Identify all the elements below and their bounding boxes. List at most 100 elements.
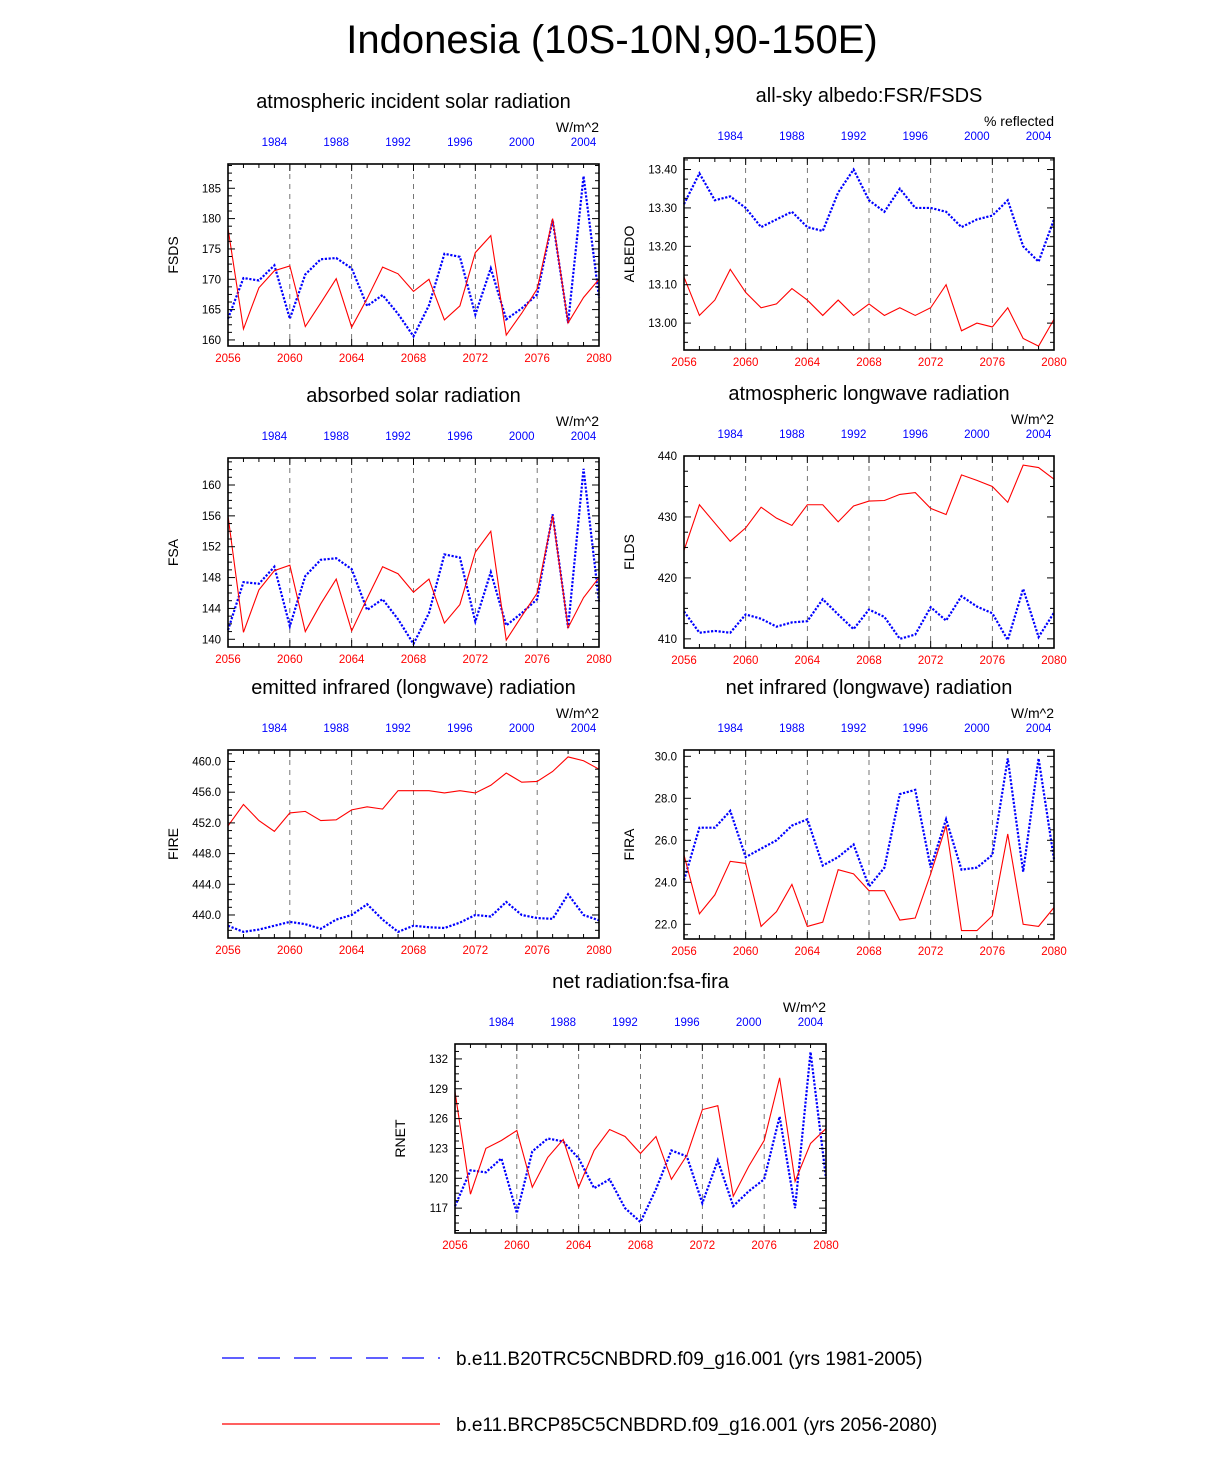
x-tick-label-top: 1992 — [841, 131, 867, 143]
x-tick-label-top: 2004 — [798, 1017, 824, 1029]
y-axis-label: FSA — [165, 538, 181, 566]
x-tick-label-bottom: 2060 — [733, 357, 759, 369]
x-tick-label-top: 1996 — [447, 723, 473, 735]
units-label: W/m^2 — [1011, 411, 1054, 427]
panel-title: all-sky albedo:FSR/FSDS — [756, 85, 983, 107]
series-case1-line — [683, 167, 1056, 264]
x-tick-label-bottom: 2056 — [442, 1240, 468, 1252]
series-case2-line — [227, 218, 600, 337]
x-tick-label-top: 1988 — [779, 429, 805, 441]
units-label: W/m^2 — [556, 119, 599, 135]
x-tick-label-bottom: 2068 — [401, 945, 427, 957]
x-tick-label-bottom: 2076 — [751, 1240, 777, 1252]
x-tick-label-bottom: 2076 — [524, 654, 550, 666]
x-tick-label-top: 2000 — [509, 723, 535, 735]
x-tick-label-top: 1996 — [674, 1017, 700, 1029]
y-tick-label: 156 — [202, 511, 221, 523]
x-tick-label-bottom: 2068 — [628, 1240, 654, 1252]
x-tick-label-bottom: 2076 — [980, 946, 1006, 958]
x-tick-label-bottom: 2060 — [733, 655, 759, 667]
panel-flds: 2056 2060 2064 2068 2072 2076 2080 1984 1988 1992… — [621, 383, 1067, 667]
x-tick-label-bottom: 2064 — [339, 353, 365, 365]
x-tick-label-bottom: 2072 — [463, 353, 489, 365]
units-label: W/m^2 — [1011, 705, 1054, 721]
y-tick-label: 160 — [202, 335, 221, 347]
x-tick-label-top: 2000 — [509, 431, 535, 443]
x-tick-label-top: 1992 — [841, 723, 867, 735]
y-tick-label: 440 — [658, 451, 677, 463]
x-tick-label-bottom: 2060 — [277, 353, 303, 365]
y-tick-label: 24.0 — [655, 877, 677, 889]
y-tick-label: 444.0 — [192, 879, 221, 891]
y-tick-label: 448.0 — [192, 849, 221, 861]
y-tick-label: 123 — [429, 1143, 448, 1155]
series-case2-line — [454, 1077, 827, 1198]
x-tick-label-bottom: 2064 — [795, 946, 821, 958]
x-tick-label-bottom: 2080 — [586, 654, 612, 666]
chart-panels: 2056 2060 2064 2068 2072 2076 2080 1984 1988 1992… — [165, 85, 1067, 1252]
x-tick-label-bottom: 2060 — [733, 946, 759, 958]
series-case2-line — [683, 825, 1055, 932]
x-tick-label-bottom: 2076 — [980, 357, 1006, 369]
x-tick-label-bottom: 2072 — [463, 654, 489, 666]
y-tick-label: 170 — [202, 274, 221, 286]
x-tick-label-bottom: 2072 — [918, 357, 944, 369]
x-tick-label-bottom: 2080 — [1041, 655, 1067, 667]
series-case1-line — [683, 585, 1055, 643]
x-tick-label-bottom: 2072 — [690, 1240, 716, 1252]
y-tick-label: 144 — [202, 603, 222, 615]
x-tick-label-top: 1988 — [779, 131, 805, 143]
x-tick-label-top: 1984 — [262, 431, 288, 443]
page-title: Indonesia (10S-10N,90-150E) — [346, 18, 878, 62]
y-tick-label: 160 — [202, 480, 221, 492]
x-tick-label-bottom: 2072 — [463, 945, 489, 957]
x-tick-label-bottom: 2056 — [215, 654, 241, 666]
x-tick-label-bottom: 2080 — [813, 1240, 839, 1252]
series-case1-line — [227, 892, 600, 934]
x-tick-label-top: 1992 — [841, 429, 867, 441]
y-tick-label: 452.0 — [192, 818, 221, 830]
panel-rnet: 2056 2060 2064 2068 2072 2076 2080 1984 1988 1992… — [392, 971, 839, 1252]
panel-title: atmospheric incident solar radiation — [256, 91, 571, 113]
x-tick-label-top: 2004 — [1026, 723, 1052, 735]
series-case1-line — [682, 758, 1056, 889]
x-tick-label-top: 1992 — [385, 431, 411, 443]
y-tick-label: 22.0 — [655, 919, 677, 931]
y-tick-label: 456.0 — [192, 787, 221, 799]
x-tick-label-top: 1992 — [612, 1017, 638, 1029]
panel-title: emitted infrared (longwave) radiation — [251, 677, 576, 699]
y-tick-label: 410 — [658, 634, 677, 646]
x-tick-label-bottom: 2068 — [401, 353, 427, 365]
y-tick-label: 430 — [658, 512, 677, 524]
x-tick-label-bottom: 2056 — [671, 946, 697, 958]
y-tick-label: 13.20 — [648, 241, 677, 253]
series-case2-line — [683, 268, 1055, 347]
y-axis-label: FSDS — [165, 236, 181, 273]
y-tick-label: 13.40 — [648, 165, 677, 177]
x-tick-label-bottom: 2064 — [339, 654, 365, 666]
panel-title: atmospheric longwave radiation — [728, 383, 1009, 405]
y-tick-label: 117 — [430, 1203, 448, 1215]
x-tick-label-top: 2000 — [964, 131, 990, 143]
x-tick-label-bottom: 2080 — [1041, 357, 1067, 369]
x-tick-label-bottom: 2068 — [401, 654, 427, 666]
y-axis-label: FIRA — [621, 828, 637, 861]
y-axis-label: FLDS — [621, 534, 637, 570]
y-tick-label: 180 — [202, 214, 221, 226]
y-axis-label: RNET — [392, 1119, 408, 1158]
x-tick-label-top: 1984 — [717, 131, 743, 143]
units-label: % reflected — [984, 113, 1054, 129]
y-axis-label: FIRE — [165, 828, 181, 860]
y-tick-label: 132 — [429, 1054, 448, 1066]
x-tick-label-bottom: 2056 — [215, 945, 241, 957]
x-tick-label-top: 1996 — [902, 723, 928, 735]
x-tick-label-bottom: 2076 — [980, 655, 1006, 667]
panel-fira: 2056 2060 2064 2068 2072 2076 2080 1984 1988 1992… — [621, 677, 1067, 958]
y-tick-label: 129 — [429, 1084, 448, 1096]
y-tick-label: 440.0 — [192, 910, 221, 922]
units-label: W/m^2 — [556, 413, 599, 429]
series-case1-line — [226, 175, 601, 339]
x-tick-label-top: 2000 — [509, 137, 535, 149]
x-tick-label-bottom: 2060 — [277, 654, 303, 666]
